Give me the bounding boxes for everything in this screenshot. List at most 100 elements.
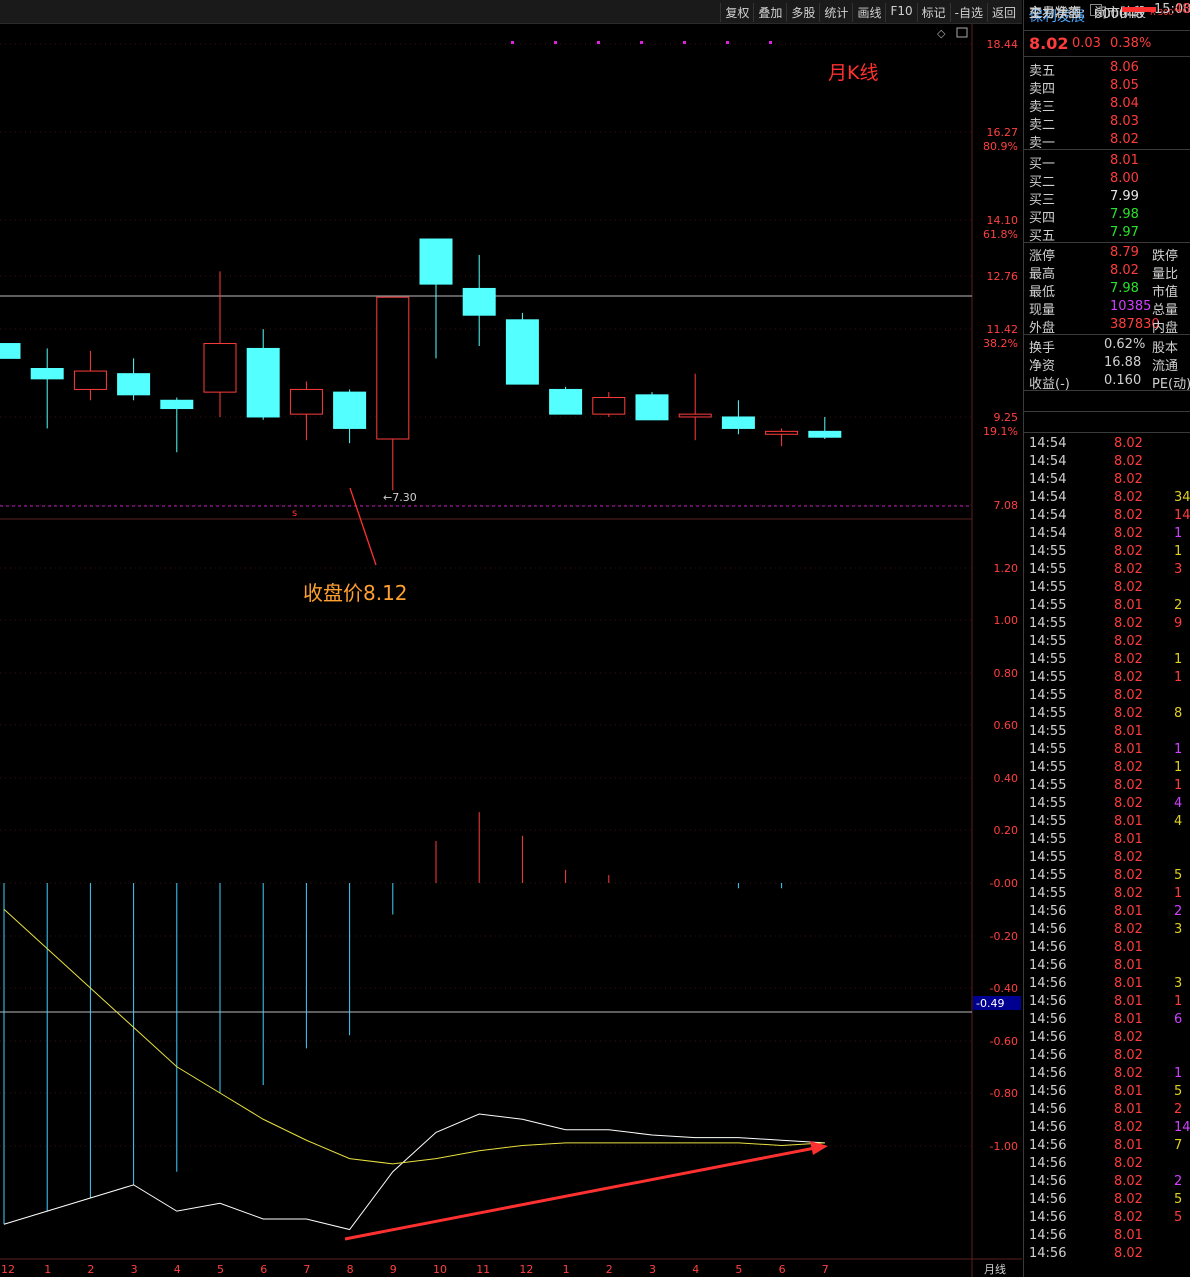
dea-line [3,908,825,1165]
tick-row: 14:55 8.02 1 [1024,651,1190,669]
tick-price: 8.01 [1114,1228,1143,1243]
macd-tick: -0.80 [990,1087,1018,1100]
tick-time: 14:54 [1029,436,1067,451]
candle[interactable] [117,358,151,401]
tick-row: 14:56 8.02 [1024,1029,1190,1047]
candle[interactable] [808,416,842,439]
stat-label: 最低 [1029,285,1056,300]
toolbar-buttons: 复权 叠加 多股 统计 画线 F10 标记 -自选 返回 [720,3,1020,22]
tick-row: 14:55 8.02 1 [1024,885,1190,903]
signal-dot [554,41,557,44]
macd-tick: 0.20 [994,824,1019,837]
signal-dot [511,41,514,44]
tick-volume: 4 [1174,814,1183,829]
tick-price: 8.02 [1114,634,1143,649]
tick-time: 14:56 [1029,1246,1067,1261]
toolbar-button-7[interactable]: -自选 [949,3,987,22]
stat-row: 换手 0.62% 股本 [1024,336,1190,356]
candle[interactable] [678,373,712,441]
ask-row: 卖三 8.04 [1024,95,1190,115]
candle[interactable] [73,350,107,401]
candle-body [549,388,583,415]
candle[interactable] [246,329,280,420]
toolbar-button-0[interactable]: 复权 [720,3,753,22]
candle[interactable] [765,428,799,447]
tick-time: 14:55 [1029,706,1067,721]
stat-label-2: 总量 [1152,303,1179,318]
toolbar-button-4[interactable]: 画线 [852,3,885,22]
tick-row: 14:55 8.02 3 [1024,561,1190,579]
bid-book: 买一 8.01 买二 8.00 买三 7.99 买四 7.98 买五 7.97 [1024,150,1190,244]
bid-row: 买三 7.99 [1024,188,1190,208]
close-price-annotation: 收盘价8.12 [303,581,408,605]
candle[interactable] [289,381,323,441]
candle[interactable] [203,271,237,417]
candle[interactable] [592,392,626,417]
candle[interactable] [376,296,410,491]
tick-time: 14:54 [1029,454,1067,469]
candle[interactable] [462,254,496,346]
candle[interactable] [549,386,583,415]
ask-row: 卖一 8.02 [1024,131,1190,151]
tick-row: 14:54 8.02 [1024,453,1190,471]
toolbar-button-8[interactable]: 返回 [986,3,1020,22]
candle-body [678,413,712,418]
x-tick: 6 [779,1263,786,1276]
stock-name[interactable]: 保利发展 [1029,9,1085,25]
stat-row: 涨停 8.79 跌停 [1024,244,1190,264]
x-tick: 8 [347,1263,354,1276]
tick-price: 8.02 [1114,1120,1143,1135]
x-tick: 2 [87,1263,94,1276]
bid-price: 8.00 [1110,171,1139,186]
tick-volume: 1 [1174,1066,1183,1081]
candle-body [592,397,626,415]
stat-value: 16.88 [1104,355,1142,370]
candle[interactable] [635,392,669,421]
window-icon[interactable] [956,27,968,38]
tick-price: 8.02 [1114,796,1143,811]
x-tick: 7 [303,1263,310,1276]
candle[interactable] [505,312,539,385]
tick-time: 14:55 [1029,850,1067,865]
candle[interactable] [30,348,64,429]
quote-panel: 保利发展 600048 R 300 8.02 0.03 0.38% 卖五 8.06… [1023,0,1190,1277]
flow-bar [1122,7,1156,12]
signal-dot [726,41,729,44]
candle[interactable] [419,238,453,359]
tick-list[interactable]: 14:54 8.02 14:54 8.02 14:54 8.02 14:54 8.02 34 14… [1024,433,1190,1263]
tick-time: 14:56 [1029,922,1067,937]
ask-price: 8.06 [1110,60,1139,75]
candle[interactable] [0,343,21,359]
stat-value: 0.160 [1104,373,1142,388]
tick-time: 14:56 [1029,1030,1067,1045]
macd-tick: 0.80 [994,667,1019,680]
bid-row: 买五 7.97 [1024,224,1190,244]
tick-row: 14:56 8.02 3 [1024,921,1190,939]
price-pct-tick: 61.8% [983,228,1018,241]
bid-label: 买四 [1029,211,1056,226]
tick-price: 8.01 [1114,958,1143,973]
candle[interactable] [160,397,194,453]
stat-row: 收益(-) 0.160 PE(动) [1024,372,1190,392]
toolbar-button-3[interactable]: 统计 [819,3,852,22]
toolbar-button-2[interactable]: 多股 [786,3,819,22]
tick-price: 8.02 [1114,490,1143,505]
candle[interactable] [721,400,755,435]
toolbar-button-6[interactable]: 标记 [916,3,950,22]
candle[interactable] [333,389,367,444]
period-label[interactable]: 月线 [984,1262,1006,1276]
diamond-icon[interactable]: ◇ [937,27,946,40]
bid-label: 买五 [1029,229,1056,244]
stat-label-2: 流通 [1152,359,1179,374]
bid-price: 7.97 [1110,225,1139,240]
tick-price: 8.02 [1114,1246,1143,1261]
toolbar-button-5[interactable]: F10 [885,3,916,22]
bid-row: 买二 8.00 [1024,170,1190,190]
flow-menu-icon[interactable] [1090,4,1102,16]
toolbar-button-1[interactable]: 叠加 [753,3,786,22]
tick-time: 14:55 [1029,562,1067,577]
tick-time: 14:55 [1029,580,1067,595]
stat-value: 8.02 [1110,263,1139,278]
stat-row: 最高 8.02 量比 [1024,262,1190,282]
